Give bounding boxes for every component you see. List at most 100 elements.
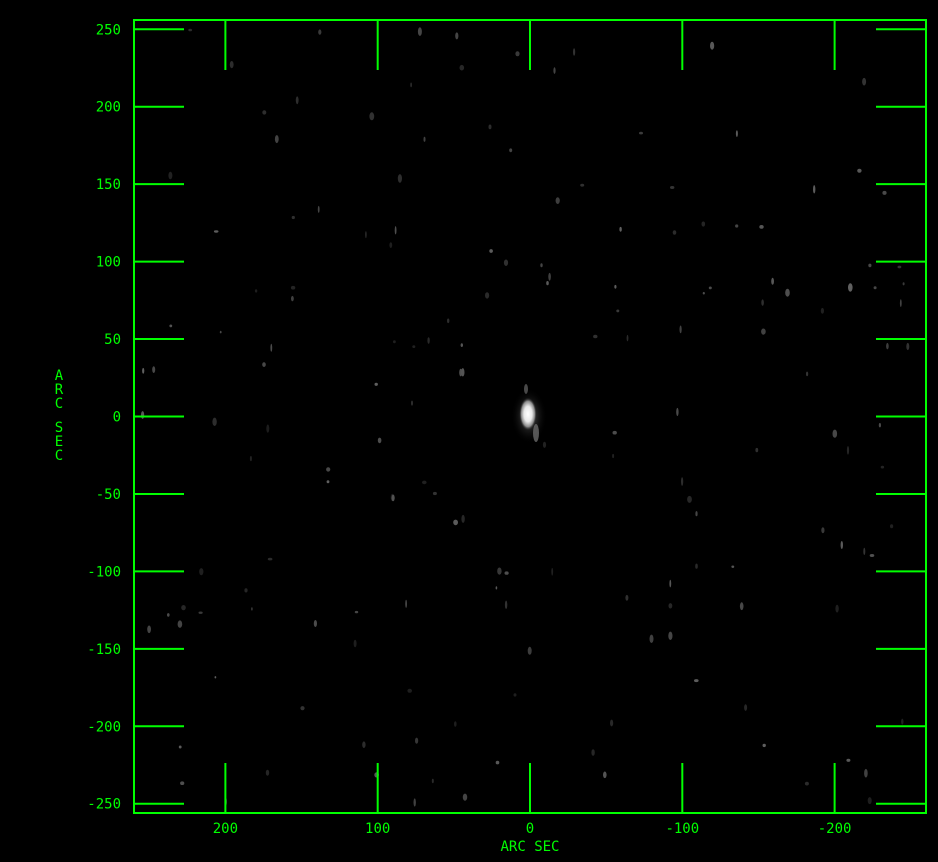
noise-speck: [147, 625, 152, 634]
noise-speck: [270, 343, 273, 352]
noise-speck: [580, 183, 585, 187]
noise-speck: [265, 769, 270, 776]
noise-speck: [427, 337, 430, 344]
noise-speck: [393, 340, 396, 344]
noise-speck: [177, 620, 183, 628]
noise-speck: [326, 480, 330, 484]
noise-speck: [199, 568, 204, 576]
noise-speck: [614, 284, 617, 289]
background-noise: [141, 27, 910, 807]
noise-speck: [413, 798, 416, 807]
noise-speck: [461, 514, 465, 523]
noise-speck: [857, 168, 862, 173]
y-tick-label: 250: [96, 22, 121, 38]
noise-speck: [527, 646, 532, 655]
noise-speck: [291, 295, 294, 302]
noise-speck: [313, 620, 317, 627]
noise-speck: [744, 704, 748, 711]
axis-labels: 250 200 150 100 50 0 -50 -100 -150 -200 -250 200 100…: [87, 22, 851, 837]
noise-speck: [431, 778, 434, 784]
x-tick-label: 0: [526, 821, 534, 837]
noise-speck: [880, 465, 885, 469]
noise-speck: [863, 547, 866, 556]
noise-speck: [354, 610, 359, 614]
noise-speck: [415, 737, 419, 744]
axis-ticks: [134, 20, 926, 813]
noise-speck: [405, 599, 407, 608]
y-tick-label: -100: [87, 564, 121, 580]
noise-speck: [410, 82, 412, 88]
noise-speck: [447, 318, 450, 324]
noise-speck: [759, 225, 764, 229]
noise-speck: [178, 745, 182, 749]
noise-speck: [540, 263, 543, 268]
noise-speck: [213, 230, 219, 233]
noise-speck: [542, 441, 547, 448]
noise-speck: [462, 793, 468, 801]
noise-speck: [668, 631, 673, 640]
noise-speck: [318, 29, 322, 35]
noise-speck: [761, 299, 764, 306]
noise-speck: [625, 594, 629, 601]
noise-speck: [485, 292, 490, 299]
noise-speck: [262, 362, 266, 367]
noise-speck: [820, 307, 825, 314]
noise-speck: [365, 231, 367, 239]
noise-speck: [755, 447, 759, 453]
x-tick-label: -100: [665, 821, 699, 837]
noise-speck: [504, 600, 508, 609]
noise-speck: [835, 604, 839, 613]
noise-speck: [251, 607, 253, 611]
noise-speck: [377, 437, 382, 444]
noise-speck: [679, 325, 682, 334]
noise-speck: [513, 693, 517, 697]
noise-speck: [495, 760, 500, 765]
noise-speck: [432, 491, 437, 496]
noise-speck: [353, 639, 357, 648]
noise-speck: [180, 781, 185, 785]
noise-speck: [902, 282, 905, 286]
noise-speck: [374, 382, 378, 386]
y-tick-label: 100: [96, 255, 121, 271]
noise-speck: [681, 477, 684, 486]
noise-speck: [867, 797, 872, 805]
y-axis-title-char: A: [55, 368, 64, 384]
noise-speck: [181, 605, 186, 611]
noise-speck: [394, 226, 397, 235]
noise-speck: [417, 27, 422, 36]
noise-speck: [495, 586, 498, 590]
noise-speck: [848, 283, 853, 292]
noise-speck: [840, 541, 843, 549]
noise-speck: [668, 603, 673, 609]
noise-speck: [362, 741, 366, 748]
noise-speck: [710, 41, 715, 50]
noise-speck: [694, 679, 699, 683]
noise-speck: [167, 613, 170, 617]
noise-speck: [832, 429, 838, 438]
noise-speck: [546, 281, 549, 286]
noise-speck: [708, 286, 712, 290]
noise-speck: [573, 48, 576, 56]
noise-speck: [739, 602, 744, 611]
noise-speck: [407, 688, 413, 693]
noise-speck: [771, 277, 774, 285]
noise-speck: [555, 197, 560, 205]
noise-speck: [214, 676, 217, 679]
noise-speck: [300, 706, 305, 711]
noise-speck: [821, 527, 825, 534]
noise-speck: [612, 430, 617, 435]
noise-speck: [488, 124, 492, 130]
noise-speck: [603, 771, 607, 779]
noise-speck: [610, 719, 614, 727]
noise-speck: [391, 494, 395, 502]
noise-speck: [670, 186, 675, 189]
noise-speck: [188, 28, 193, 32]
source-jet: [524, 384, 528, 394]
noise-speck: [267, 557, 273, 561]
noise-speck: [862, 77, 867, 86]
y-axis-title-char: R: [55, 382, 64, 398]
noise-speck: [551, 567, 554, 576]
noise-speck: [672, 230, 677, 235]
